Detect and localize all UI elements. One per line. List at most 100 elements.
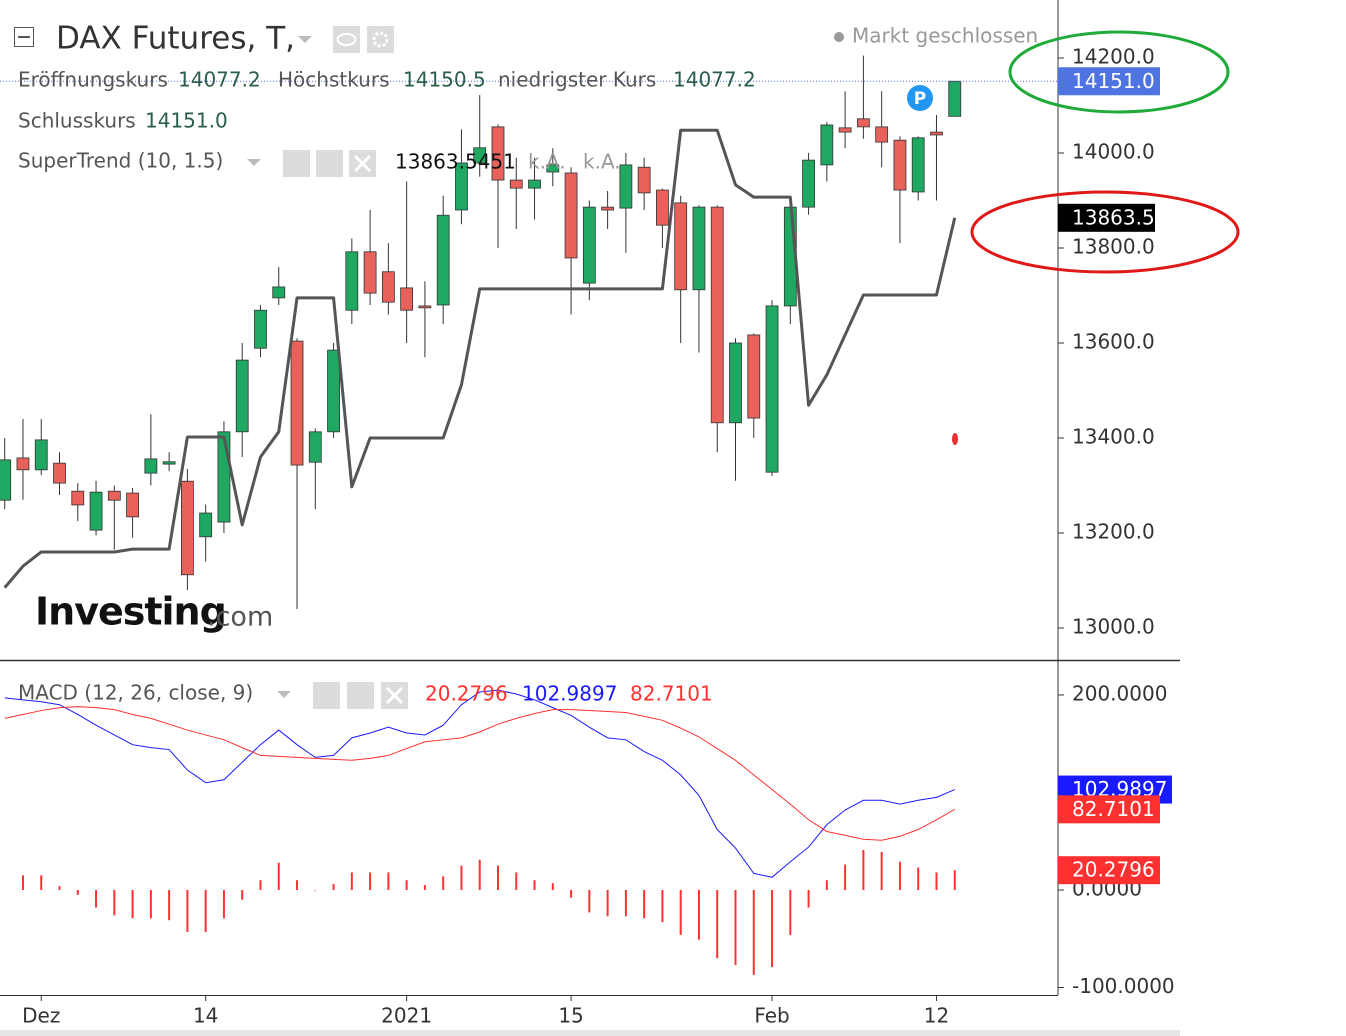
candle-body: [564, 172, 578, 259]
histogram-bar: [588, 889, 591, 913]
eye-icon[interactable]: [283, 150, 310, 177]
highlight-ellipse: [1008, 30, 1230, 114]
histogram-bar: [423, 885, 426, 890]
x-tick-label: 12: [924, 1004, 949, 1028]
collapse-toggle[interactable]: [14, 27, 34, 47]
histogram-bar: [697, 889, 700, 940]
histogram-bar: [752, 889, 755, 975]
value-box: [1058, 795, 1160, 824]
candle-body: [418, 305, 432, 309]
gear-icon[interactable]: [347, 682, 374, 709]
histogram-bar: [113, 889, 116, 916]
histogram-bar: [58, 886, 61, 890]
x-tick-label: 15: [558, 1004, 583, 1028]
candle-body: [820, 124, 834, 166]
histogram-bar: [496, 865, 499, 890]
ohlc-label: Schlusskurs: [18, 109, 136, 133]
candle-body: [710, 206, 724, 424]
candle-body: [893, 139, 907, 191]
candle-body: [838, 127, 852, 133]
histogram-bar: [40, 875, 43, 890]
histogram-bar: [95, 889, 98, 908]
candle-body: [802, 159, 815, 208]
indicator-menu[interactable]: [247, 159, 261, 166]
histogram-bar: [21, 875, 24, 890]
histogram-bar: [734, 889, 737, 966]
histogram-bar: [442, 876, 445, 890]
candle-body: [89, 491, 103, 531]
x-tick-label: 2021: [381, 1004, 432, 1028]
histogram-bar: [624, 889, 627, 917]
indicator-icons: [283, 150, 376, 177]
candle-body: [747, 334, 761, 419]
gear-shape: [372, 31, 389, 48]
histogram-bar: [350, 872, 353, 890]
value-box-label: 20.2796: [1072, 858, 1155, 882]
status-dot: [834, 32, 844, 42]
eye-icon[interactable]: [313, 682, 340, 709]
histogram-bar: [789, 889, 792, 935]
x-tick-label: Feb: [754, 1004, 789, 1028]
histogram-bar: [387, 872, 390, 890]
candle-body: [107, 490, 121, 501]
event-marker[interactable]: [907, 85, 933, 111]
macd-plot: [4, 689, 956, 975]
histogram-bar: [898, 861, 901, 890]
title-icons: [333, 26, 394, 53]
candle-body: [345, 251, 359, 311]
histogram-bar: [131, 889, 134, 919]
histogram-bar: [277, 862, 280, 890]
candle-body: [53, 462, 66, 484]
macd-menu[interactable]: [277, 691, 291, 698]
histogram-bar: [844, 864, 847, 890]
ohlc-value: 14150.5: [403, 68, 486, 92]
x-tick-label: 14: [193, 1004, 218, 1028]
candle-body: [509, 179, 523, 189]
candle-body: [217, 431, 231, 523]
event-marker-icon: P: [914, 89, 926, 109]
y-tick-label: 13800.0: [1072, 234, 1155, 258]
macd-value: 20.2796: [425, 682, 508, 706]
candle-body: [254, 309, 267, 349]
ohlc-value: 14151.0: [145, 109, 228, 133]
candle-body: [692, 206, 706, 291]
histogram-bar: [716, 889, 719, 959]
histogram-bar: [405, 880, 408, 890]
histogram-bar: [241, 889, 244, 900]
candle-body: [400, 287, 414, 311]
alert-marker: [952, 433, 958, 445]
histogram-bar: [551, 883, 554, 890]
macd-line: [4, 689, 955, 878]
y-tick-label: 14000.0: [1072, 139, 1155, 163]
candle-body: [948, 80, 962, 117]
candle-body: [637, 166, 651, 194]
histogram-bar: [332, 884, 335, 890]
candle-body: [619, 164, 633, 209]
candle-body: [656, 189, 669, 226]
histogram-bar: [953, 870, 956, 890]
y-tick-label: 13200.0: [1072, 519, 1155, 543]
histogram-bar: [917, 867, 920, 890]
macd-value: 102.9897: [522, 682, 617, 706]
gear-icon[interactable]: [367, 26, 394, 53]
chart-title: DAX Futures, T,: [56, 21, 295, 57]
value-box-label: 13863.5: [1072, 205, 1155, 229]
candle-body: [180, 480, 194, 576]
histogram-bar: [314, 889, 317, 891]
gear-icon[interactable]: [316, 150, 343, 177]
close-shape: [385, 686, 404, 705]
indicator-status: k.A.: [583, 150, 621, 174]
histogram-bar: [186, 889, 189, 932]
candle-body: [308, 431, 322, 463]
candle-body: [528, 179, 541, 189]
watermark: Investing: [35, 590, 226, 634]
indicator-label: SuperTrend (10, 1.5): [18, 149, 223, 173]
title-menu[interactable]: [298, 36, 312, 43]
scrollbar[interactable]: [0, 1030, 1180, 1036]
candle-body: [126, 492, 139, 518]
candle-body: [546, 164, 560, 173]
highlight-ellipse: [970, 190, 1240, 274]
value-box: [1058, 67, 1160, 96]
histogram-bar: [296, 880, 299, 890]
